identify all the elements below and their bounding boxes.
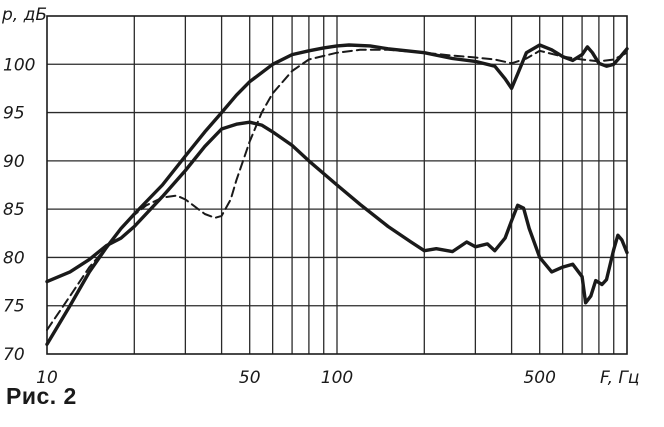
plot-frame [46,15,628,355]
y-tick-label: 100 [3,55,35,75]
x-axis-label: F, Гц [600,368,639,388]
series-line-2 [46,48,628,331]
x-tick-label: 50 [239,368,261,388]
y-tick-label: 90 [3,152,25,172]
y-tick-label: 80 [3,248,25,268]
y-tick-label: 85 [3,200,25,220]
y-tick-label: 70 [3,345,25,365]
x-tick-label: 100 [321,368,353,388]
y-tick-label: 95 [3,104,25,124]
series-group [45,43,629,346]
y-tick-label: 75 [3,297,25,317]
series-line-3 [45,120,629,305]
y-tick-labels: 70 75 80 85 90 95 100 [3,55,35,365]
x-tick-label: 10 [36,368,58,388]
x-tick-labels: 10 50 100 500 [36,368,556,388]
x-tick-label: 500 [523,368,555,388]
y-axis-label: p, дБ [1,5,47,25]
figure-caption: Рис. 2 [6,383,77,409]
